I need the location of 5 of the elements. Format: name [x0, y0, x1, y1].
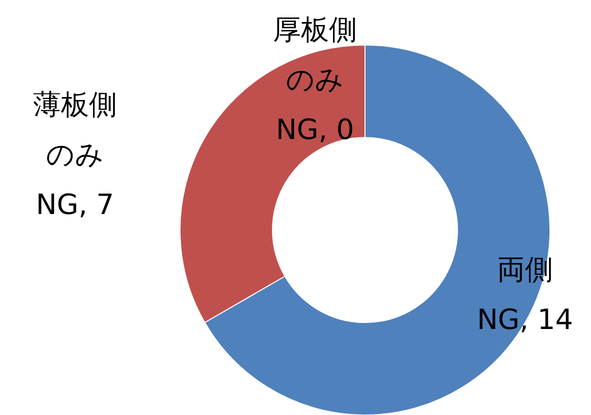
category-label: 厚板側のみ: [273, 13, 357, 96]
slice-label: 薄板側のみ: [32, 87, 118, 173]
data-label: NG, 7: [34, 187, 116, 223]
data-label: NG, 14: [476, 302, 574, 338]
text: NG, 0: [276, 113, 354, 146]
